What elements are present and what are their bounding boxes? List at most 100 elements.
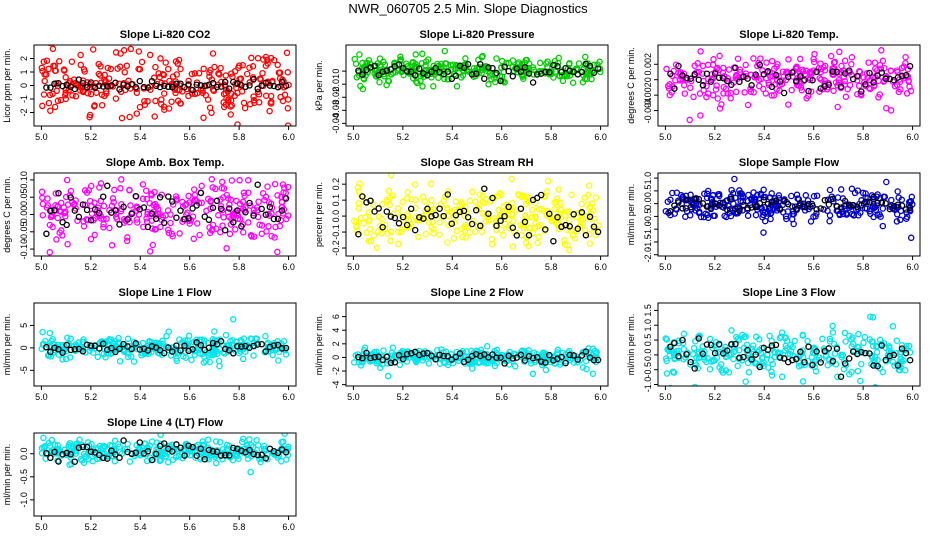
data-point [858,360,865,368]
data-point-avg [756,363,764,371]
data-point [543,60,550,67]
data-point-avg [221,78,229,86]
data-point-avg [148,210,156,217]
data-point-avg [695,76,703,84]
x-tick-label: 5.8 [545,262,558,272]
data-point [271,180,279,188]
data-point [209,50,217,57]
x-tick-label: 5.0 [659,262,672,272]
data-point [39,211,47,219]
data-point [142,187,150,194]
data-point [879,205,887,212]
x-tick-label: 5.0 [35,132,48,142]
data-point [708,195,716,203]
data-point [124,335,132,343]
data-point [728,327,735,334]
data-point-avg [837,373,845,380]
data-point [279,210,287,217]
data-point [206,104,214,111]
data-point-avg [83,443,91,451]
data-point-avg [193,452,200,459]
data-point-avg [282,195,290,202]
data-point-avg [420,215,427,222]
data-point [91,231,98,239]
data-point [160,90,168,97]
data-point [782,342,790,350]
data-point [39,67,46,75]
data-point-avg [144,84,152,91]
y-tick-label: -1.0 [19,492,29,508]
data-point [246,436,253,443]
data-point-avg [740,353,747,361]
data-point [537,221,544,229]
y-axis-label: ml/min per min. [2,314,12,376]
data-point-avg [489,194,496,202]
data-point [110,198,117,206]
y-tick-label: 0.5 [643,185,653,198]
data-point [62,74,69,81]
plot-frame [33,302,297,387]
data-point [550,215,558,222]
data-point [422,230,430,238]
data-point [590,61,598,69]
data-point [250,233,258,240]
data-point [592,194,600,201]
data-point [395,240,402,248]
data-point [192,442,199,450]
data-point [799,66,806,73]
data-point [53,236,60,243]
data-point [569,79,577,86]
data-point-avg [699,350,707,357]
data-point [226,230,234,238]
x-tick-label: 6.0 [282,522,295,532]
data-point-avg [144,347,152,354]
data-point [497,64,505,71]
data-point [380,347,387,354]
data-point-avg [825,81,833,88]
data-point-avg [83,206,91,214]
data-point [424,56,432,63]
data-point [788,215,796,223]
data-point [279,438,287,445]
data-point [40,58,48,65]
data-point-avg [464,213,472,221]
data-point-avg [858,202,865,209]
data-point [842,338,849,345]
y-axis-label: percent per min. [314,182,324,247]
data-point [169,456,177,463]
data-point [861,333,869,341]
data-point [173,355,180,362]
data-point-avg [858,88,865,95]
data-point [399,198,406,206]
data-point-avg [238,343,245,350]
data-point [193,220,201,227]
data-point [64,334,71,342]
data-point [779,68,787,75]
data-point-avg [193,81,200,88]
data-point-avg [67,346,74,354]
data-point [447,62,454,69]
data-point-avg [793,205,800,213]
data-point-avg [460,207,468,215]
data-point-avg [177,444,184,451]
data-point-avg [148,77,156,85]
data-point [834,103,841,111]
data-point [262,92,270,99]
data-point [752,333,760,341]
data-point-avg [51,206,58,214]
data-point-avg [699,200,707,207]
data-point-avg [148,343,156,350]
data-point [807,88,815,95]
data-point [222,86,230,93]
data-point [412,204,419,212]
data-point-avg [63,341,70,349]
data-point [126,113,133,121]
data-point [854,367,862,375]
data-point [387,173,395,179]
data-point-avg [448,220,456,227]
data-point-avg [833,345,841,353]
data-point [356,51,363,58]
data-point-avg [132,449,140,456]
data-point [714,95,722,102]
